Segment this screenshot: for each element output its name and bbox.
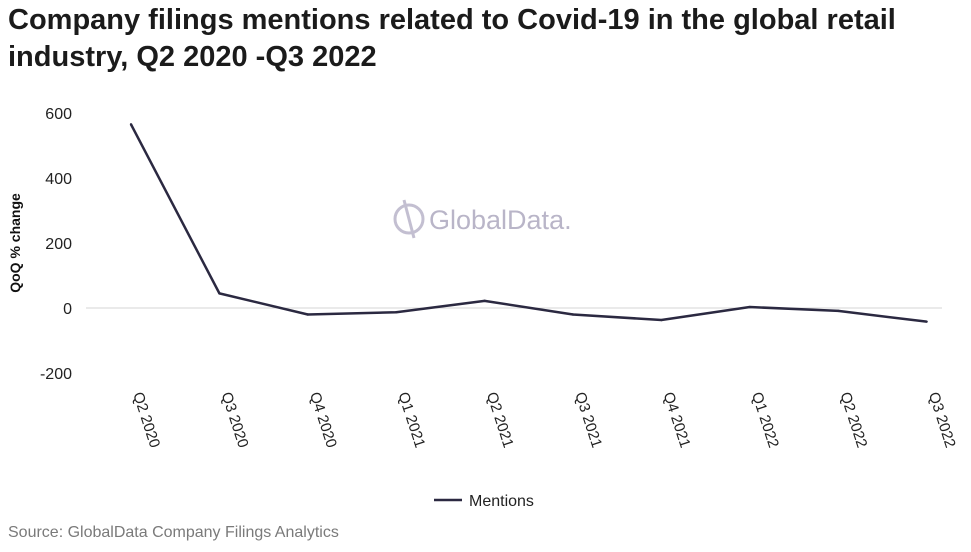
globaldata-logo-stroke [402, 199, 416, 239]
data-point [660, 318, 663, 322]
x-tick-label: Q3 2020 [218, 390, 252, 450]
x-tick-label: Q4 2020 [306, 390, 340, 450]
legend-label-mentions: Mentions [469, 493, 534, 510]
data-point [748, 305, 751, 309]
y-tick-label: -200 [40, 366, 72, 383]
y-tick-label: 600 [45, 106, 72, 123]
x-tick-label: Q3 2021 [571, 390, 605, 450]
x-tick-label: Q1 2022 [748, 390, 782, 450]
watermark: GlobalData. [393, 199, 572, 239]
x-tick-label: Q2 2020 [129, 390, 163, 450]
y-tick-label: 400 [45, 171, 72, 188]
x-tick-label: Q2 2022 [836, 390, 870, 450]
x-axis-ticks: Q2 2020 Q3 2020 Q4 2020 Q1 2021 Q2 2021 Q3 20… [129, 390, 959, 450]
x-tick-label: Q4 2021 [660, 390, 694, 450]
data-point [571, 313, 575, 316]
data-point [129, 123, 133, 126]
y-axis-ticks: 600 400 200 0 -200 [40, 106, 72, 383]
legend: Mentions [434, 493, 534, 510]
y-tick-label: 0 [63, 301, 72, 318]
x-tick-label: Q3 2022 [925, 390, 959, 450]
source-note: Source: GlobalData Company Filings Analy… [8, 524, 339, 541]
data-point [483, 299, 486, 303]
x-tick-label: Q1 2021 [394, 390, 428, 450]
data-point [837, 309, 840, 313]
y-axis-label: QoQ % change [7, 193, 23, 293]
chart-title: Company filings mentions related to Covi… [8, 4, 896, 73]
data-point [218, 292, 221, 295]
data-point [306, 313, 309, 316]
y-tick-label: 200 [45, 236, 72, 253]
globaldata-logo-icon [393, 203, 425, 235]
data-point [925, 320, 928, 323]
x-tick-label: Q2 2021 [483, 390, 517, 450]
data-point [395, 311, 398, 314]
series-layer [129, 123, 928, 323]
watermark-text: GlobalData. [429, 205, 572, 235]
series-line-mentions [129, 123, 927, 323]
